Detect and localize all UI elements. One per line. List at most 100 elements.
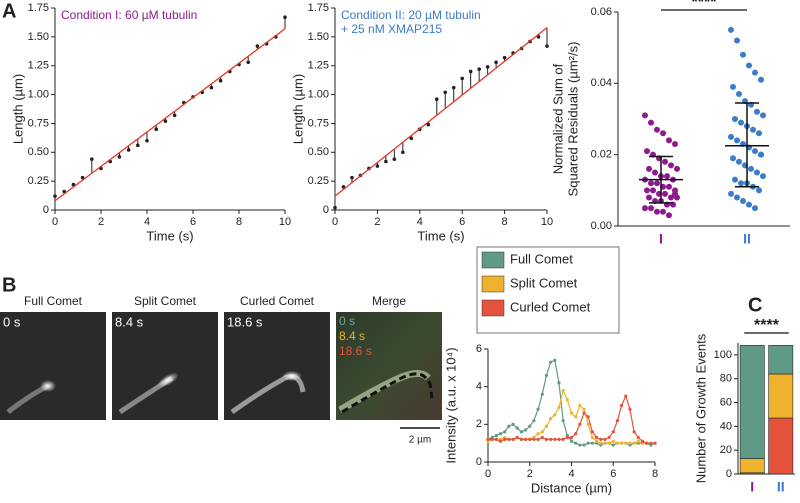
data-point	[750, 126, 756, 133]
data-point	[498, 439, 503, 443]
data-point	[642, 112, 648, 119]
data-point	[746, 201, 752, 208]
data-point	[350, 175, 354, 180]
y-tick-label: 2	[476, 418, 482, 430]
x-tick-label: 6	[610, 468, 616, 480]
data-point	[754, 169, 760, 176]
data-point	[468, 69, 473, 74]
time-label: 8.4 s	[339, 329, 365, 343]
x-axis-label: Time (s)	[146, 228, 193, 243]
data-point	[644, 148, 650, 155]
data-point	[557, 381, 561, 385]
data-point	[611, 430, 615, 434]
data-point	[341, 185, 346, 189]
data-point	[648, 119, 654, 126]
data-point	[748, 165, 754, 172]
data-point	[494, 434, 498, 438]
data-point	[540, 430, 544, 434]
data-point	[569, 439, 574, 443]
data-point	[654, 180, 660, 187]
comet-tip	[157, 372, 179, 388]
data-point	[590, 435, 594, 440]
data-point	[758, 151, 764, 158]
time-label: 8.4 s	[115, 314, 144, 329]
data-point	[672, 140, 678, 147]
y-tick-label: 80	[720, 373, 732, 385]
y-tick-label: 0.02	[591, 149, 612, 161]
data-point	[553, 413, 557, 417]
data-point	[384, 159, 388, 164]
x-tick-label: II	[777, 479, 785, 495]
data-point	[728, 26, 734, 33]
y-tick-label: 0	[726, 468, 732, 480]
x-axis-label: Distance (µm)	[531, 480, 612, 495]
data-point	[615, 441, 620, 445]
annotation: Condition II: 20 µM tubulin	[341, 8, 481, 22]
data-point	[536, 432, 540, 436]
x-tick-label: I	[659, 231, 663, 247]
data-point	[536, 407, 540, 411]
x-tick-label: 8	[502, 216, 508, 228]
x-tick-label: I	[750, 479, 754, 495]
data-point	[754, 108, 760, 115]
data-point	[163, 119, 168, 123]
data-point	[746, 62, 752, 69]
data-point	[536, 437, 540, 441]
data-point	[672, 190, 678, 197]
data-point	[80, 175, 85, 180]
y-tick-label: 0	[323, 204, 329, 216]
data-point	[145, 138, 149, 143]
data-point	[756, 187, 762, 194]
data-point	[451, 85, 456, 90]
data-point	[486, 437, 490, 441]
data-point	[752, 148, 758, 155]
data-point	[752, 205, 758, 212]
legend-label: Full Comet	[510, 251, 573, 266]
y-tick-label: 0.06	[591, 6, 612, 18]
y-tick-label: 60	[720, 396, 732, 408]
data-point	[532, 437, 536, 441]
data-point	[644, 187, 650, 194]
x-tick-label: 2	[98, 216, 104, 228]
data-point	[545, 44, 549, 48]
data-point	[611, 443, 615, 447]
y-axis-label: Intensity (a.u. x 10⁴)	[443, 347, 458, 463]
legend-frame	[476, 246, 620, 334]
data-point	[650, 187, 656, 194]
data-point	[620, 403, 624, 408]
x-axis-label: Time (s)	[417, 228, 464, 243]
bar-segment	[768, 373, 794, 419]
data-point	[392, 157, 397, 162]
data-point	[561, 388, 565, 393]
fit-line	[54, 28, 286, 202]
data-point	[607, 441, 611, 445]
data-point	[582, 407, 586, 411]
data-point	[172, 113, 177, 118]
data-point	[642, 205, 648, 212]
series-line	[487, 388, 655, 444]
data-point	[154, 127, 158, 131]
data-point	[760, 112, 766, 119]
y-tick-label: 0.50	[308, 146, 329, 158]
x-tick-label: 10	[279, 216, 291, 228]
scale-bar-label: 2 µm	[409, 435, 431, 446]
data-point	[490, 437, 494, 441]
data-point	[660, 130, 666, 137]
series-line	[487, 359, 656, 446]
data-point	[507, 424, 511, 428]
data-point	[674, 165, 680, 172]
data-point	[734, 137, 740, 144]
data-point	[519, 430, 524, 434]
y-tick-label: 6	[476, 343, 482, 355]
image	[112, 312, 218, 420]
data-point	[569, 435, 574, 440]
micrographs: Full Comet Split Comet Curled Comet Merg…	[0, 294, 442, 446]
x-tick-label: 2	[527, 468, 533, 480]
image-label: Full Comet	[24, 294, 83, 308]
data-point	[666, 212, 672, 219]
panel-label: A	[2, 0, 16, 22]
data-point	[523, 428, 528, 432]
x-tick-label: 0	[332, 216, 338, 228]
data-point	[507, 437, 511, 441]
